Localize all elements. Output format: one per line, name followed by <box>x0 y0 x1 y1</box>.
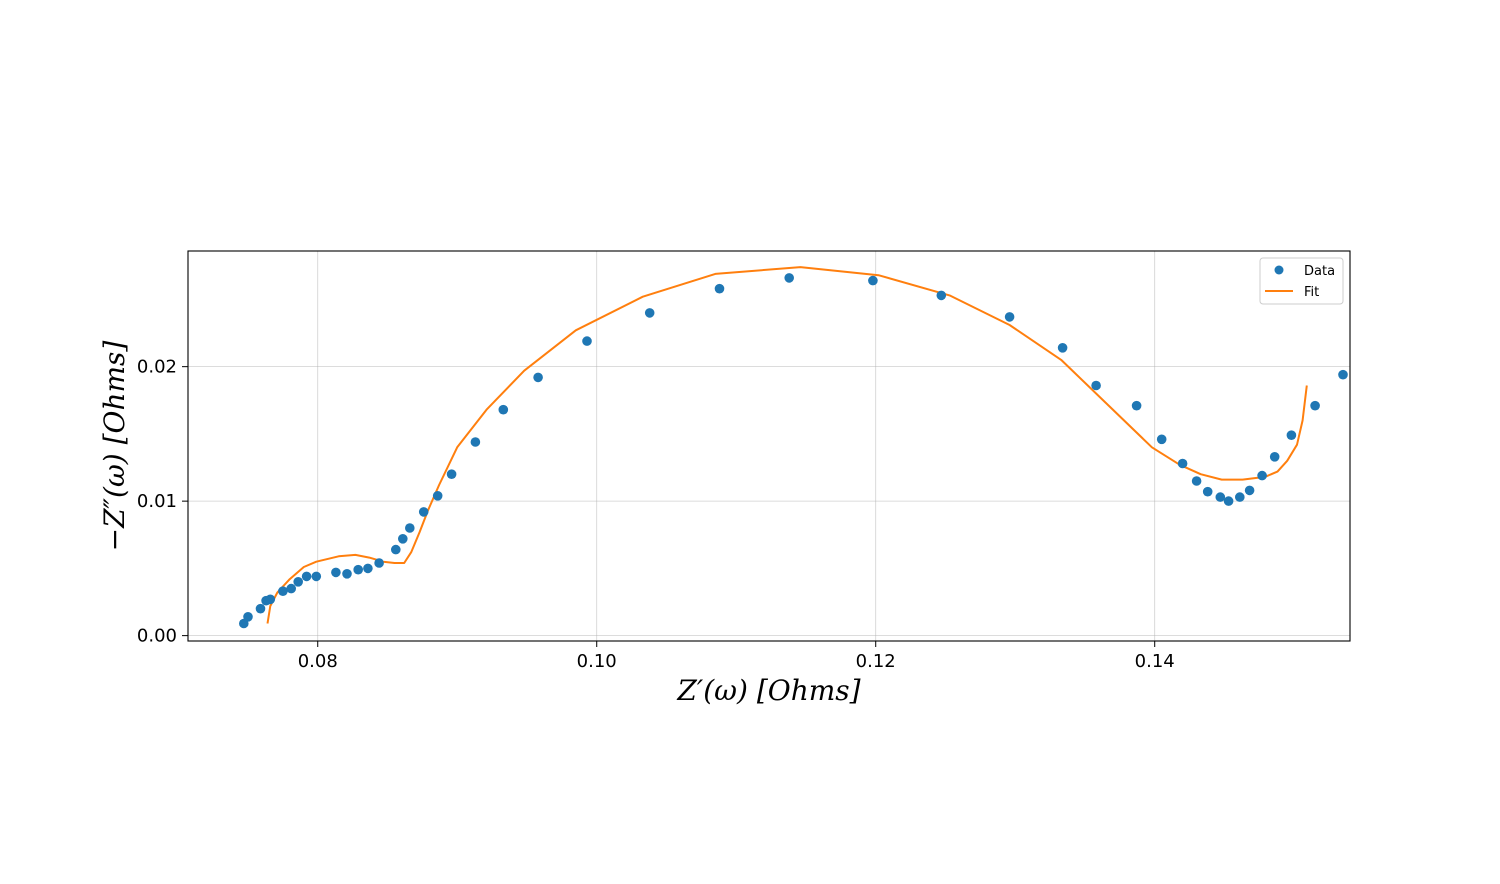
data-point <box>405 523 415 533</box>
data-point <box>1057 343 1068 353</box>
data-point <box>1156 434 1167 445</box>
data-point <box>1338 369 1348 380</box>
data-point <box>398 534 408 544</box>
data-point <box>1257 470 1267 481</box>
data-point <box>301 571 312 582</box>
x-axis-ticks: 0.08 0.10 0.12 0.14 <box>298 641 1175 672</box>
data-point <box>1310 400 1320 411</box>
x-tick-label: 0.14 <box>1135 651 1175 672</box>
data-point <box>265 594 276 605</box>
data-point <box>374 558 384 568</box>
y-axis-ticks: 0.00 0.01 0.02 <box>137 357 188 647</box>
data-point <box>331 567 341 578</box>
x-tick-label: 0.08 <box>298 651 338 672</box>
data-point <box>714 283 725 294</box>
data-point <box>1091 380 1101 391</box>
data-point <box>498 404 509 415</box>
data-point <box>418 507 429 517</box>
data-point <box>582 336 592 346</box>
data-point <box>1004 312 1015 322</box>
data-point <box>255 603 266 614</box>
data-point <box>533 372 543 383</box>
data-point <box>446 469 457 480</box>
data-point <box>286 583 297 594</box>
data-point <box>1131 400 1142 411</box>
y-axis-label: −Z″(ω) [Ohms] <box>98 341 131 552</box>
y-tick-label: 0.02 <box>137 357 177 378</box>
data-point <box>784 273 794 283</box>
y-tick-label: 0.00 <box>137 626 177 647</box>
x-axis-label: Z′(ω) [Ohms] <box>676 674 860 707</box>
data-point <box>470 437 481 447</box>
data-point <box>293 577 304 587</box>
data-point <box>342 569 352 579</box>
fit-series <box>266 266 1308 624</box>
x-tick-label: 0.10 <box>577 651 617 672</box>
legend-data-marker <box>1274 265 1284 275</box>
data-point <box>1215 492 1226 502</box>
data-point <box>243 612 253 622</box>
data-point <box>1202 486 1213 497</box>
data-point <box>1177 458 1188 469</box>
data-point <box>353 564 364 575</box>
data-point <box>1244 485 1255 496</box>
data-point <box>363 563 373 574</box>
legend-data-label: Data <box>1304 264 1335 279</box>
fit-line <box>266 266 1308 624</box>
data-point <box>868 275 878 286</box>
x-tick-label: 0.12 <box>856 651 896 672</box>
y-tick-label: 0.01 <box>137 491 177 512</box>
plot-frame <box>187 250 1351 642</box>
data-point <box>644 308 655 318</box>
data-point <box>1191 476 1202 486</box>
data-point <box>391 544 401 555</box>
data-point <box>432 491 443 501</box>
data-point <box>1235 492 1245 502</box>
legend-fit-label: Fit <box>1304 285 1319 300</box>
data-point <box>278 586 288 596</box>
data-point <box>1286 430 1297 441</box>
data-series <box>239 273 1348 629</box>
data-point <box>311 571 322 582</box>
data-point <box>936 290 947 301</box>
data-point <box>1223 496 1234 506</box>
data-point <box>1269 452 1280 462</box>
legend: Data Fit <box>1259 257 1344 305</box>
grid <box>188 251 1350 641</box>
